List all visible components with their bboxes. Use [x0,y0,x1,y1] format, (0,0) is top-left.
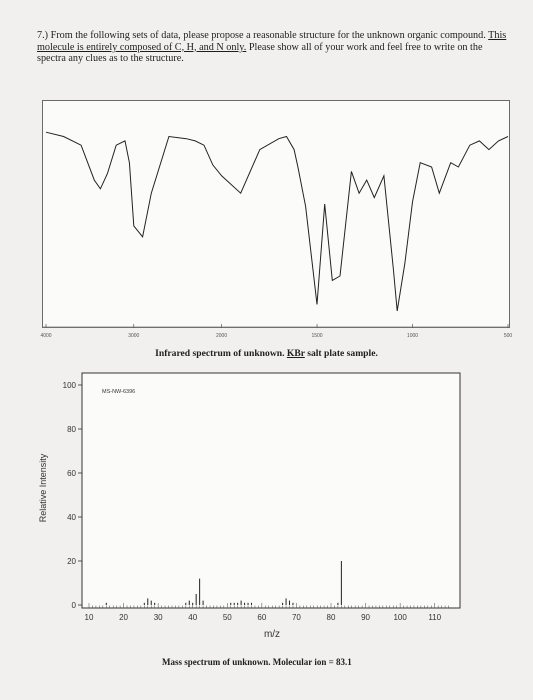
ms-x-axis: 10 20 30 40 50 60 70 80 90 100 110 [85,603,449,622]
ms-y-axis: 100 80 60 40 20 0 [63,381,82,610]
ir-tick-label: 4000 [40,333,51,339]
ms-y-tick-label: 100 [63,381,77,390]
ms-bars [105,561,342,605]
ir-spectrum-frame [42,100,510,328]
ir-ticks: 4000 3000 2000 1500 1000 500 [40,324,512,339]
question-part2: Please show all of your work and feel fr… [37,41,483,65]
ms-x-tick-label: 70 [292,613,301,622]
ms-x-tick-label: 80 [327,613,336,622]
ms-x-tick-label: 20 [119,613,128,622]
ir-caption-post: salt plate sample. [304,348,378,359]
ms-x-tick-label: 10 [85,613,94,622]
ms-y-tick-label: 20 [67,557,76,566]
ms-x-tick-label: 30 [154,613,163,622]
ir-caption-kbr: KBr [286,348,305,359]
ir-tick-label: 2000 [216,333,227,339]
ms-y-tick-label: 80 [67,425,76,434]
ir-tick-label: 3000 [128,333,139,339]
ir-tick-label: 1000 [407,333,418,339]
question-part1: 7.) From the following sets of data, ple… [37,30,489,41]
ms-x-tick-label: 110 [428,613,441,622]
ms-plot-area [81,372,461,609]
ms-x-tick-label: 40 [188,613,197,622]
ir-spectrum-chart: 4000 3000 2000 1500 1000 500 [40,131,512,339]
ms-y-label: Relative Intensity [38,453,48,522]
question-underlined: This molecule is entirely composed of C,… [37,30,507,53]
ms-x-tick-label: 60 [257,613,266,622]
ms-annotation: MS-NW-6396 [102,389,135,395]
ms-x-label: m/z [264,629,280,640]
ms-y-tick-label: 0 [72,601,77,610]
ms-x-tick-label: 50 [223,613,232,622]
ir-tick-label: 500 [504,333,513,339]
ms-caption: Mass spectrum of unknown. Molecular ion … [162,657,352,667]
ir-trace [45,131,509,311]
ms-x-tick-label: 90 [361,613,370,622]
ir-caption-pre: Infrared spectrum of unknown. [155,348,287,359]
ms-y-tick-label: 40 [67,513,76,522]
ir-tick-label: 1500 [311,333,322,339]
ms-y-tick-label: 60 [67,469,76,478]
question-text: 7.) From the following sets of data, ple… [37,30,507,65]
ms-x-tick-label: 100 [393,613,407,622]
ir-caption: Infrared spectrum of unknown. KBr salt p… [0,348,533,359]
